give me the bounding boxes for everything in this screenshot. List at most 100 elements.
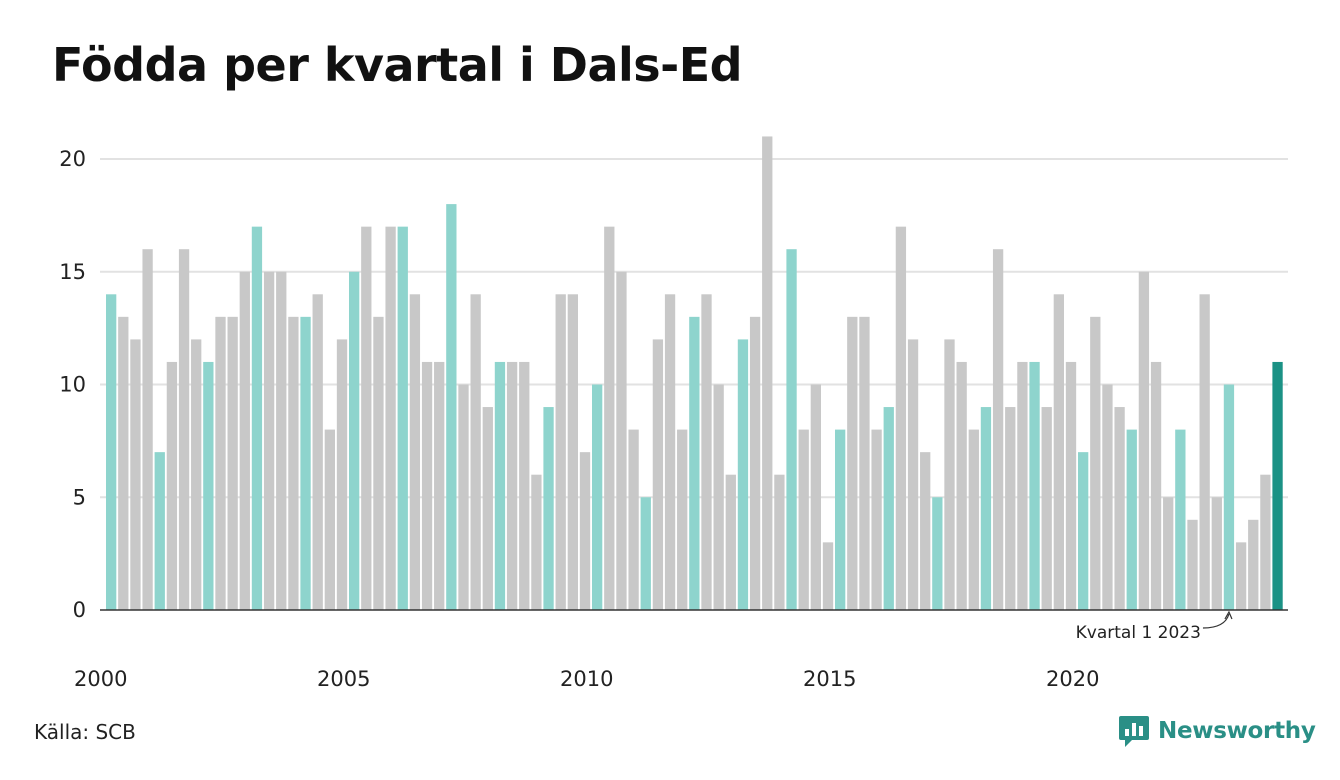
bar-2006K1 — [397, 226, 408, 610]
bar-2019K1 — [1029, 361, 1040, 610]
newsworthy-brand[interactable]: Newsworthy — [1118, 714, 1316, 748]
bar-2021K3 — [1150, 361, 1162, 610]
bar-2019K2 — [1041, 407, 1052, 610]
bar-2023K1 — [1223, 384, 1235, 610]
source-note: Källa: SCB — [34, 720, 136, 744]
bar-2009K2 — [555, 294, 566, 610]
bar-2009K1 — [543, 407, 554, 610]
bar-2000K1 — [106, 294, 117, 610]
bar-2012K2 — [701, 294, 712, 610]
bar-2015K3 — [859, 316, 870, 610]
bar-2015K4 — [871, 429, 882, 610]
bar-2005K4 — [385, 226, 396, 610]
bar-2023K3 — [1248, 519, 1259, 610]
bar-2011K1 — [640, 497, 651, 610]
bar-2012K3 — [713, 384, 724, 610]
bar-2001K3 — [178, 249, 190, 610]
bar-2003K4 — [288, 316, 299, 610]
chart-title: Födda per kvartal i Dals-Ed — [52, 38, 743, 92]
bar-2000K3 — [130, 339, 141, 610]
bar-2023K2 — [1235, 542, 1247, 610]
bar-2016K4 — [920, 452, 931, 610]
annotation-arrow — [1202, 613, 1230, 629]
bar-2013K4 — [774, 474, 785, 610]
bar-2007K2 — [458, 384, 469, 610]
newsworthy-logo-icon — [1119, 716, 1149, 747]
bar-2012K1 — [689, 316, 700, 610]
y-tick-label: 5 — [73, 485, 86, 509]
bar-2001K4 — [191, 339, 202, 610]
bar-2008K2 — [506, 361, 518, 610]
bar-2005K3 — [373, 316, 384, 610]
bar-2019K4 — [1065, 361, 1077, 610]
bar-2013K2 — [749, 316, 761, 610]
x-tick-label: 2005 — [317, 667, 370, 691]
bar-2022K3 — [1199, 294, 1210, 610]
bar-2021K4 — [1163, 497, 1174, 610]
brand-name: Newsworthy — [1158, 718, 1316, 744]
x-tick-label: 2010 — [560, 667, 613, 691]
bar-2017K2 — [944, 339, 955, 610]
bar-2020K3 — [1102, 384, 1113, 610]
bar-2014K4 — [822, 542, 834, 610]
bar-2003K2 — [263, 271, 275, 610]
bar-2011K4 — [677, 429, 688, 610]
y-tick-label: 15 — [59, 260, 86, 284]
y-tick-label: 20 — [59, 147, 86, 171]
bar-2006K3 — [421, 361, 433, 610]
bar-2009K4 — [579, 452, 591, 610]
bar-2006K2 — [409, 294, 421, 610]
bar-2024K1 — [1272, 361, 1283, 610]
bar-2008K1 — [494, 361, 506, 610]
bar-2016K2 — [895, 226, 907, 610]
bar-2017K4 — [968, 429, 979, 610]
bar-2017K1 — [932, 497, 943, 610]
bar-2002K1 — [203, 361, 214, 610]
bar-2005K1 — [349, 271, 360, 610]
bar-2020K1 — [1078, 452, 1089, 610]
bar-2007K1 — [446, 204, 457, 610]
bar-2001K1 — [154, 452, 165, 610]
bar-2000K2 — [118, 316, 129, 610]
bar-2014K2 — [798, 429, 809, 610]
bar-2022K2 — [1187, 519, 1198, 610]
bar-2015K2 — [847, 316, 858, 610]
bar-2010K1 — [592, 384, 603, 610]
bar-2015K1 — [835, 429, 846, 610]
bar-2008K3 — [519, 361, 530, 610]
x-tick-label: 2000 — [74, 667, 127, 691]
bar-2018K4 — [1017, 361, 1028, 610]
bar-2002K2 — [215, 316, 226, 610]
bar-2016K3 — [907, 339, 919, 610]
bar-2018K2 — [992, 249, 1004, 610]
bar-2004K3 — [324, 429, 335, 610]
bar-2010K3 — [616, 271, 627, 610]
bar-2022K1 — [1175, 429, 1186, 610]
bar-2020K2 — [1090, 316, 1101, 610]
bar-2023K4 — [1260, 474, 1271, 610]
bar-2013K1 — [737, 339, 749, 610]
y-tick-label: 0 — [73, 598, 86, 622]
bar-2009K3 — [567, 294, 578, 610]
bar-2001K2 — [166, 361, 178, 610]
bar-2002K3 — [227, 316, 238, 610]
bar-2014K1 — [786, 249, 797, 610]
bar-2013K3 — [762, 136, 773, 610]
annotation-arrowhead — [1224, 610, 1233, 620]
bar-2005K2 — [361, 226, 372, 610]
bar-2003K3 — [276, 271, 287, 610]
bar-2012K4 — [725, 474, 736, 610]
bar-2004K4 — [336, 339, 348, 610]
bar-2019K3 — [1053, 294, 1064, 610]
x-tick-label: 2015 — [803, 667, 856, 691]
bar-2004K1 — [300, 316, 311, 610]
bar-2011K2 — [652, 339, 664, 610]
y-tick-label: 10 — [59, 373, 86, 397]
bar-2018K1 — [980, 407, 992, 610]
bar-2004K2 — [312, 294, 323, 610]
bar-2007K3 — [470, 294, 481, 610]
bar-2011K3 — [664, 294, 676, 610]
bar-2003K1 — [251, 226, 263, 610]
x-tick-label: 2020 — [1046, 667, 1099, 691]
bar-2020K4 — [1114, 407, 1125, 610]
